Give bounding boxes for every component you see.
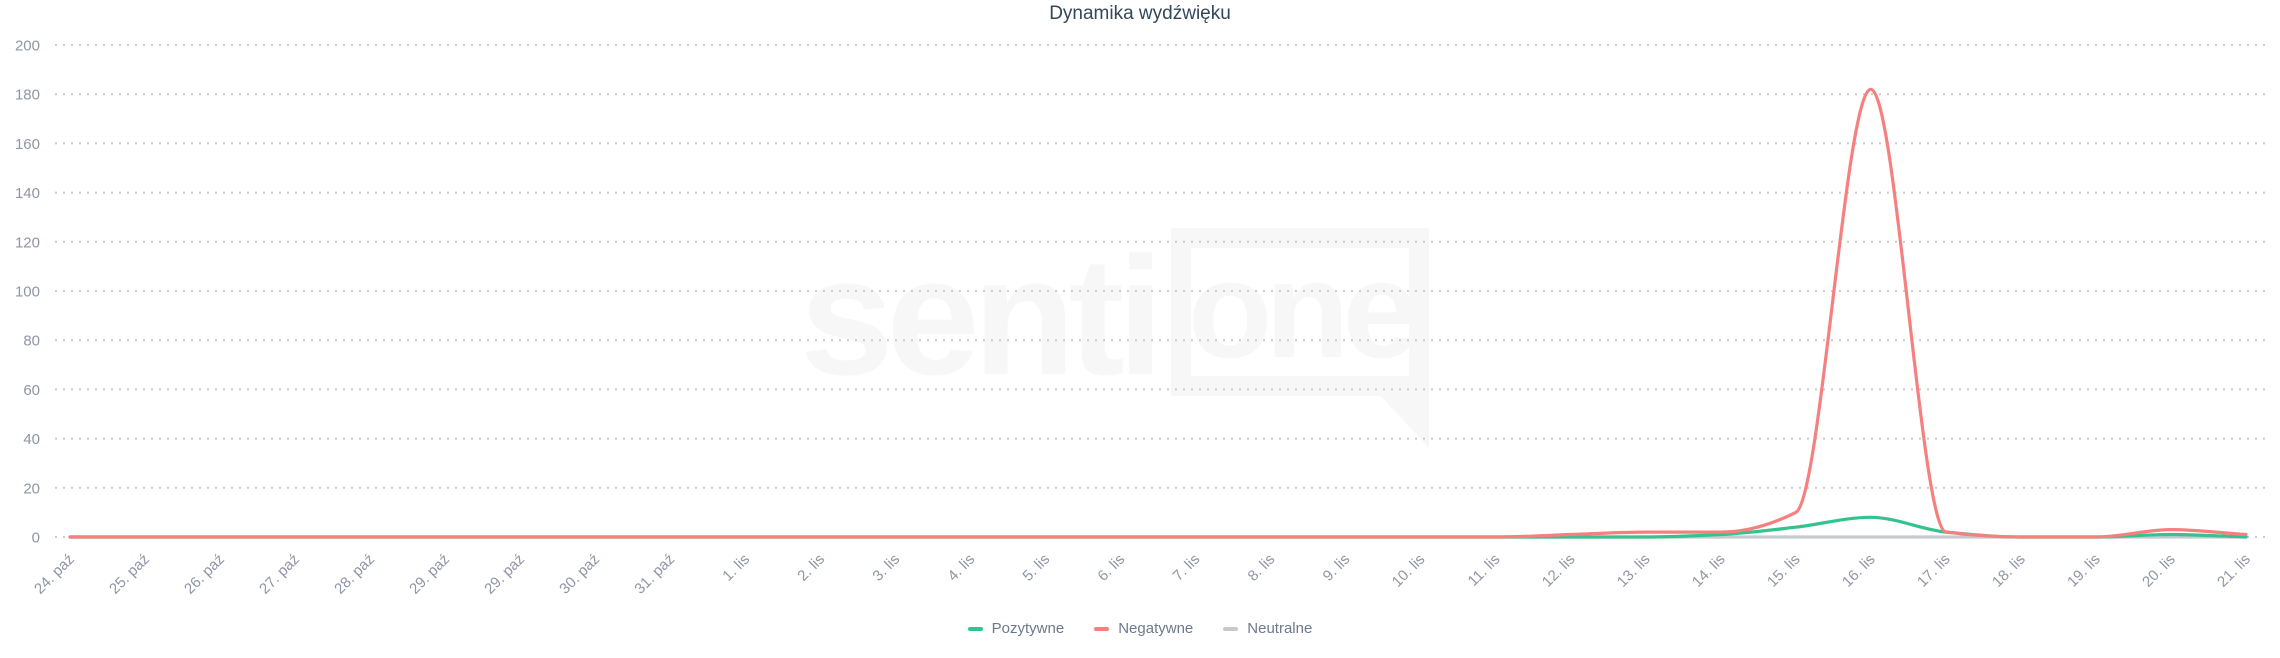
legend-label-neutralne: Neutralne: [1247, 620, 1313, 637]
x-axis-tick-label: 12. lis: [1539, 551, 1579, 591]
y-axis-tick-label: 160: [15, 136, 40, 153]
x-axis-tick-label: 13. lis: [1614, 551, 1654, 591]
x-axis-tick-label: 5. lis: [1019, 551, 1053, 585]
x-axis-tick-label: 29. paź: [406, 551, 453, 598]
x-axis-tick-label: 14. lis: [1689, 551, 1729, 591]
x-axis-tick-label: 6. lis: [1094, 551, 1128, 585]
x-axis-tick-label: 27. paź: [256, 551, 303, 598]
x-axis-tick-label: 19. lis: [2064, 551, 2104, 591]
x-axis-tick-label: 18. lis: [1989, 551, 2029, 591]
x-axis-tick-label: 15. lis: [1764, 551, 1804, 591]
x-axis-tick-label: 26. paź: [181, 551, 228, 598]
legend-marker-pozytywne: [967, 626, 983, 631]
x-axis-tick-label: 1. lis: [719, 551, 753, 585]
x-axis-tick-label: 17. lis: [1914, 551, 1954, 591]
y-axis-tick-label: 20: [23, 480, 40, 497]
x-axis-tick-label: 4. lis: [944, 551, 978, 585]
chart-title: Dynamika wydźwięku: [1049, 3, 1231, 24]
x-axis-tick-label: 11. lis: [1465, 551, 1504, 590]
legend-item-negatywne[interactable]: Negatywne: [1094, 620, 1193, 637]
y-axis-tick-label: 120: [15, 234, 40, 251]
watermark-text-one: one: [1187, 233, 1419, 387]
x-axis-tick-label: 2. lis: [794, 551, 828, 585]
x-axis-tick-label: 10. lis: [1389, 551, 1429, 591]
legend-item-pozytywne[interactable]: Pozytywne: [967, 620, 1065, 637]
y-axis-tick-label: 80: [23, 333, 40, 350]
x-axis-tick-label: 3. lis: [869, 551, 903, 585]
watermark-sentione: senti one: [800, 228, 1430, 448]
watermark-text-senti: senti: [800, 222, 1164, 410]
series-line-pozytywne: [68, 515, 2248, 539]
legend: Pozytywne Negatywne Neutralne: [0, 620, 2280, 637]
legend-label-pozytywne: Pozytywne: [991, 620, 1065, 637]
x-axis-tick-label: 30. paź: [556, 551, 603, 598]
y-axis-tick-label: 0: [32, 530, 40, 547]
series-line-negatywne: [68, 87, 2248, 539]
x-axis-tick-label: 29. paź: [481, 551, 528, 598]
x-axis-tick-label: 7. lis: [1170, 551, 1204, 585]
x-axis-tick-label: 9. lis: [1320, 551, 1354, 585]
y-axis-tick-label: 200: [15, 38, 40, 55]
y-axis-tick-label: 60: [23, 382, 40, 399]
legend-marker-negatywne: [1094, 626, 1110, 631]
x-axis-tick-label: 28. paź: [331, 551, 378, 598]
x-axis-tick-label: 8. lis: [1245, 551, 1279, 585]
y-axis-tick-label: 100: [15, 284, 40, 301]
x-axis-tick-label: 21. lis: [2214, 551, 2254, 591]
x-axis-tick-label: 24. paź: [31, 551, 78, 598]
x-axis-tick-label: 31. paź: [631, 551, 678, 598]
y-axis-tick-label: 40: [23, 431, 40, 448]
x-axis-tick-label: 16. lis: [1839, 551, 1879, 591]
x-axis-tick-label: 20. lis: [2139, 551, 2179, 591]
y-axis-tick-label: 140: [15, 185, 40, 202]
legend-label-negatywne: Negatywne: [1118, 620, 1194, 637]
y-axis-tick-label: 180: [15, 87, 40, 104]
x-axis-tick-label: 25. paź: [106, 551, 153, 598]
legend-item-neutralne[interactable]: Neutralne: [1223, 620, 1312, 637]
legend-marker-neutralne: [1223, 626, 1239, 631]
